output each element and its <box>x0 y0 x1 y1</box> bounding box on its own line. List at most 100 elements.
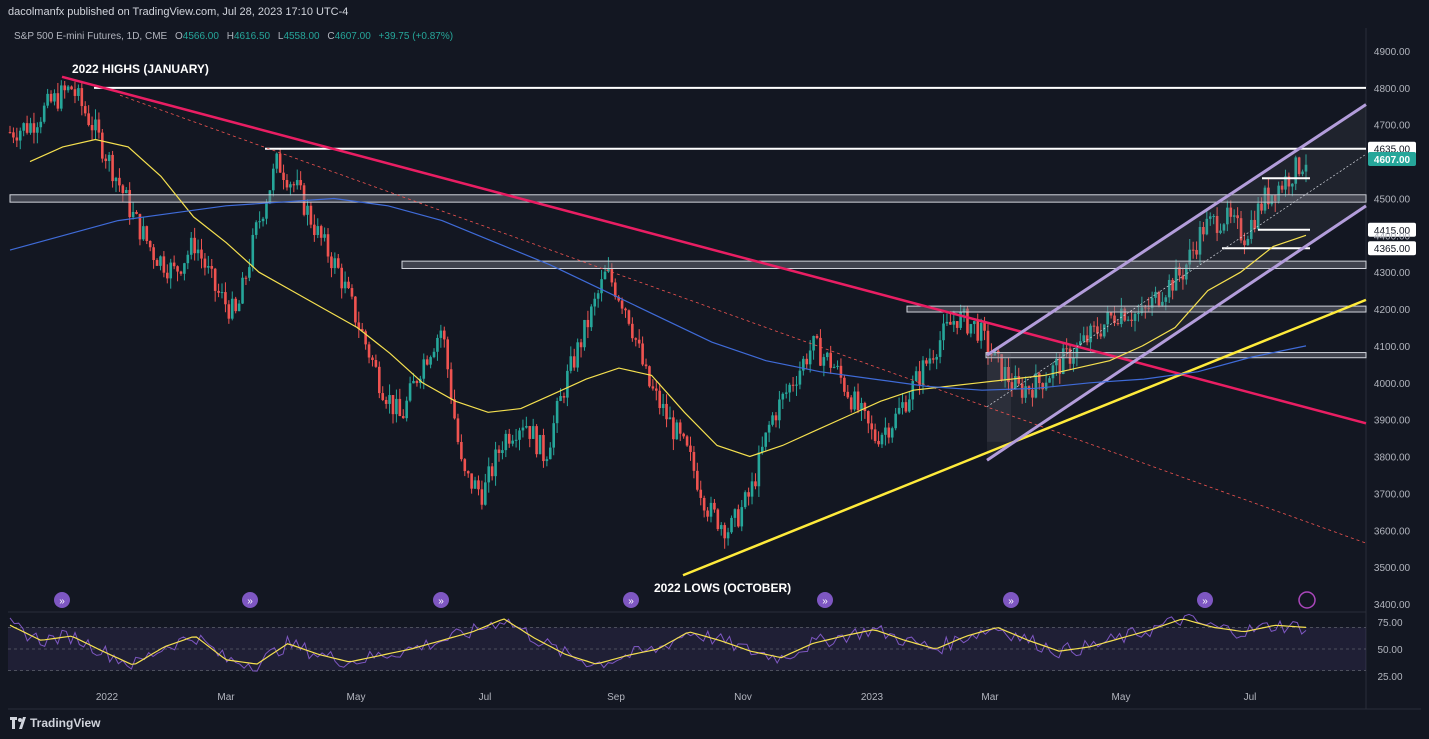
candle-body <box>1219 230 1222 233</box>
candle-body <box>856 391 860 411</box>
candle-body <box>1181 275 1185 280</box>
candle-body <box>227 304 231 319</box>
candle-body <box>1280 185 1284 190</box>
high-label: H <box>226 31 234 42</box>
level-tag-label: 4415.00 <box>1374 226 1411 237</box>
candle-body <box>1147 307 1151 309</box>
candle-body <box>1222 224 1226 231</box>
time-tick-label: Jul <box>479 692 492 703</box>
price-tick-label: 3700.00 <box>1374 489 1411 500</box>
candle-body <box>572 356 576 368</box>
candle-body <box>692 452 696 471</box>
candle-body <box>162 256 166 273</box>
candle-body <box>634 338 638 340</box>
candle-body <box>237 303 241 312</box>
candle-body <box>867 411 870 424</box>
candle-body <box>668 417 672 420</box>
candle-body <box>672 417 675 440</box>
candle-body <box>1065 348 1068 350</box>
candle-body <box>593 298 597 307</box>
candle-body <box>576 342 579 368</box>
time-axis: 2022 Mar May Jul Sep Nov 2023 Mar May Jul <box>96 692 1257 703</box>
candle-body <box>723 525 726 539</box>
candle-body <box>719 525 723 530</box>
candle-body <box>737 509 740 527</box>
candle-body <box>969 324 973 334</box>
candle-body <box>295 180 299 186</box>
candle-body <box>603 271 607 280</box>
candle-body <box>1239 218 1243 241</box>
candle-body <box>822 357 826 366</box>
candle-body <box>87 113 90 126</box>
candle-body <box>210 266 214 269</box>
candle-body <box>590 306 593 328</box>
candle-body <box>1185 264 1188 280</box>
candle-body <box>1055 358 1058 366</box>
candle-body <box>504 433 508 451</box>
candle-body <box>559 396 562 401</box>
candle-body <box>494 449 497 477</box>
candle-body <box>1253 219 1257 229</box>
candle-body <box>313 224 316 236</box>
candle-body <box>39 121 43 128</box>
candle-body <box>234 298 237 312</box>
candle-body <box>145 226 149 241</box>
time-tick-label: 2022 <box>96 692 119 703</box>
candle-body <box>979 322 983 341</box>
candle-body <box>1113 315 1116 324</box>
candle-body <box>624 308 627 311</box>
brand-logo[interactable]: TradingView <box>10 716 100 730</box>
candle-body <box>449 369 453 400</box>
candle-body <box>959 311 962 328</box>
candle-body <box>846 391 850 398</box>
candle-body <box>83 106 87 114</box>
candle-body <box>860 403 863 411</box>
lightning-icon <box>1298 591 1316 609</box>
candle-body <box>371 357 374 360</box>
open-label: O <box>174 31 183 42</box>
candle-body <box>323 234 326 238</box>
candle-body <box>316 226 320 236</box>
candle-body <box>59 85 63 109</box>
candle-body <box>1301 171 1304 175</box>
time-tick-label: Mar <box>217 692 235 703</box>
candle-body <box>583 319 586 348</box>
candle-body <box>730 517 733 533</box>
candle-body <box>470 473 473 489</box>
event-icon <box>817 592 833 608</box>
candle-body <box>764 432 768 447</box>
candle-body <box>518 430 521 440</box>
range-box <box>987 353 1011 442</box>
candle-body <box>613 282 617 297</box>
candle-body <box>870 423 874 430</box>
candle-body <box>631 323 634 339</box>
candle-body <box>1212 215 1215 217</box>
candle-body <box>336 258 340 268</box>
candle-body <box>925 360 928 364</box>
candle-body <box>152 247 155 261</box>
rsi-pane: 75.00 50.00 25.00 <box>8 613 1403 683</box>
candle-body <box>778 399 781 421</box>
symbol-legend: S&P 500 E-mini Futures, 1D, CME O4566.00… <box>14 31 453 42</box>
candle-body <box>326 234 330 257</box>
candle-body <box>1208 216 1212 219</box>
candle-body <box>637 339 641 344</box>
candle-body <box>432 351 436 358</box>
candle-body <box>330 256 333 269</box>
candle-body <box>343 281 347 289</box>
candle-body <box>1143 307 1147 309</box>
candle-body <box>49 93 53 102</box>
candle-body <box>340 267 343 289</box>
candle-body <box>525 426 528 428</box>
candle-body <box>398 398 402 417</box>
candle-body <box>155 260 159 266</box>
candle-body <box>1167 279 1171 298</box>
candle-body <box>1014 376 1017 389</box>
candle-body <box>507 433 511 444</box>
candle-body <box>381 393 385 400</box>
close-value: 4607.00 <box>334 31 371 42</box>
event-icon-glyph: » <box>247 596 253 607</box>
candle-body <box>1195 249 1198 255</box>
